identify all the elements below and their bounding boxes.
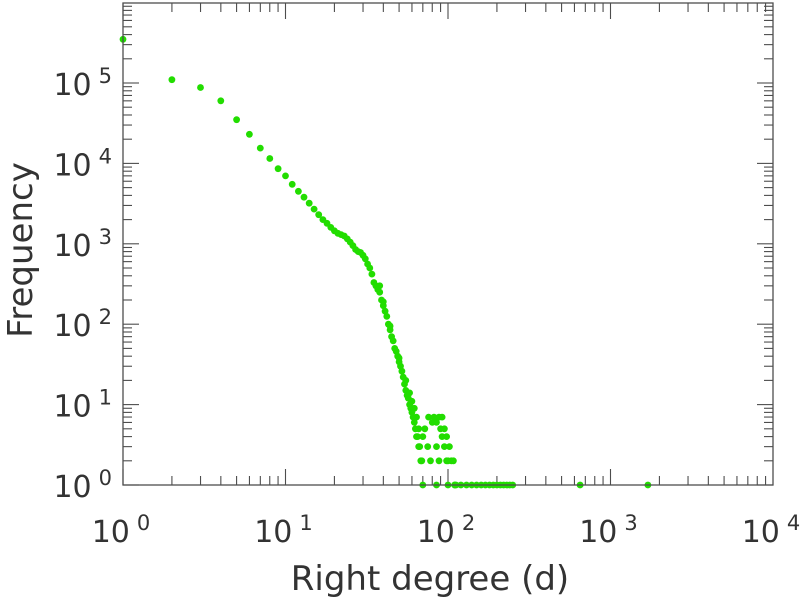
data-point	[433, 419, 440, 426]
data-point	[288, 180, 296, 188]
data-point	[305, 199, 313, 207]
data-point	[197, 84, 204, 91]
data-point	[246, 130, 253, 138]
tick-marks	[122, 3, 773, 486]
y-tick-label: 10 3	[53, 225, 112, 264]
data-point	[441, 443, 448, 450]
data-point	[443, 433, 450, 440]
y-tick-label: 10 2	[53, 305, 112, 344]
data-point	[427, 457, 434, 465]
data-point	[450, 457, 457, 465]
data-point	[402, 377, 410, 384]
data-point	[295, 187, 302, 195]
x-tick-label: 10 3	[579, 511, 638, 550]
x-tick-label: 10 1	[254, 511, 313, 550]
x-tick-label: 10 0	[92, 511, 151, 550]
data-point	[368, 270, 376, 278]
data-point	[410, 404, 418, 412]
data-point	[376, 282, 384, 290]
data-point	[217, 97, 225, 105]
data-point	[381, 307, 389, 315]
data-point	[233, 116, 241, 124]
data-point	[389, 337, 397, 345]
data-point	[300, 193, 308, 201]
data-point	[376, 288, 384, 296]
data-point	[310, 205, 318, 213]
data-point	[379, 298, 387, 306]
data-point	[398, 367, 406, 375]
data-point	[366, 264, 374, 272]
data-point	[421, 425, 429, 433]
x-tick-label: 10 2	[417, 511, 476, 550]
data-point	[408, 397, 416, 405]
y-tick-label: 10 4	[53, 144, 112, 183]
x-axis-title: Right degree (d)	[291, 559, 569, 599]
data-point	[446, 443, 453, 450]
data-point	[315, 211, 323, 219]
data-point	[361, 255, 369, 263]
data-point	[416, 443, 424, 450]
data-point	[424, 443, 432, 450]
tick-labels: 10 0 10 1 10 2 10 3 10 4 10 0 10 1 10 2 10 3 10 4 10 5	[53, 64, 800, 550]
data-point	[414, 433, 421, 440]
data-point	[256, 144, 264, 152]
data-point	[168, 76, 176, 84]
plot-frame	[122, 2, 774, 486]
x-tick-label: 10 4	[742, 511, 801, 550]
data-point	[419, 433, 427, 440]
data-point	[435, 457, 443, 465]
data-point	[415, 425, 423, 433]
data-point	[266, 155, 274, 162]
data-point	[406, 389, 413, 397]
data-point	[395, 354, 403, 362]
y-axis-title: Frequency	[1, 162, 41, 338]
data-point	[274, 165, 282, 173]
data-point	[413, 413, 420, 421]
data-point	[383, 313, 391, 320]
y-tick-label: 10 0	[53, 466, 112, 505]
data-point	[425, 413, 432, 421]
data-point	[433, 443, 440, 450]
data-point	[438, 413, 446, 421]
data-point	[441, 425, 448, 433]
data-point	[418, 457, 426, 465]
data-point	[430, 413, 438, 421]
y-tick-label: 10 5	[53, 64, 112, 103]
y-tick-label: 10 1	[53, 386, 112, 425]
data-point	[282, 172, 289, 180]
data-points	[119, 35, 652, 489]
data-point	[410, 419, 418, 426]
data-point	[386, 322, 394, 330]
